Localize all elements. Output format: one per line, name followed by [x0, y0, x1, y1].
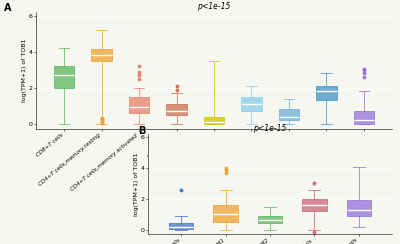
- PathPatch shape: [354, 111, 374, 124]
- Text: A: A: [4, 3, 12, 13]
- PathPatch shape: [91, 49, 112, 61]
- PathPatch shape: [346, 200, 371, 216]
- PathPatch shape: [241, 97, 262, 111]
- Text: B: B: [138, 126, 145, 136]
- PathPatch shape: [258, 216, 282, 223]
- PathPatch shape: [169, 224, 194, 229]
- Y-axis label: log(TPM+1) of TOB1: log(TPM+1) of TOB1: [22, 39, 27, 102]
- PathPatch shape: [279, 110, 299, 120]
- PathPatch shape: [129, 97, 149, 113]
- PathPatch shape: [54, 66, 74, 88]
- Title: p<1e-15: p<1e-15: [197, 2, 231, 11]
- PathPatch shape: [204, 117, 224, 124]
- PathPatch shape: [302, 199, 326, 211]
- Title: p<1e-15: p<1e-15: [253, 124, 287, 133]
- Y-axis label: log(TPM+1) of TOB1: log(TPM+1) of TOB1: [134, 152, 139, 216]
- PathPatch shape: [214, 205, 238, 222]
- PathPatch shape: [316, 86, 337, 101]
- PathPatch shape: [166, 104, 187, 115]
